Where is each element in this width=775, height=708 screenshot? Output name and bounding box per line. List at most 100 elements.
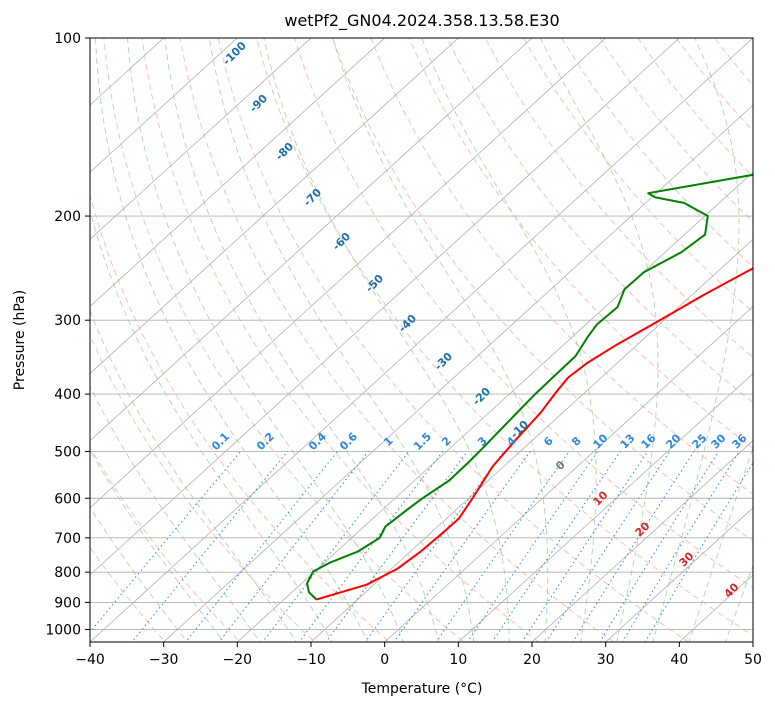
y-tick-label: 1000: [45, 622, 81, 638]
mixing-ratio-label: 36: [730, 431, 750, 451]
isotherm-line: [90, 38, 459, 375]
dry-adiabat-label: -20: [470, 385, 493, 408]
dry-adiabat-line: [637, 38, 753, 178]
moist-adiabat-line: [90, 208, 333, 642]
dry-adiabat-line: [523, 38, 753, 313]
dry-adiabat-label: -40: [396, 312, 419, 335]
dry-adiabat-label: -80: [273, 140, 296, 163]
x-tick-label: −10: [296, 652, 326, 668]
series-line: [316, 267, 753, 601]
dry-adiabat-line: [332, 38, 753, 542]
y-tick-label: 400: [54, 387, 81, 403]
y-tick-label: 300: [54, 313, 81, 329]
y-tick-label: 500: [54, 444, 81, 460]
x-tick-label: 10: [449, 652, 467, 668]
moist-adiabats: [90, 38, 753, 642]
isotherm-line: [752, 641, 753, 642]
isotherm-line: [457, 373, 753, 642]
dry-adiabat-label: -70: [301, 186, 324, 209]
moist-adiabat-line: [688, 445, 753, 642]
mixing-ratio-line: [218, 451, 369, 642]
isotherm-line: [90, 38, 753, 642]
mixing-ratio-label: 25: [690, 432, 710, 452]
mixing-ratio-label: 13: [618, 432, 638, 452]
mixing-ratio-line: [131, 451, 288, 642]
mixing-ratio-label: 30: [709, 431, 729, 451]
x-tick-label: −20: [223, 652, 253, 668]
isotherm-line: [90, 38, 607, 509]
mixing-ratio-line: [90, 451, 242, 633]
moist-adiabat-label: 0: [553, 458, 568, 473]
isotherm-line: [384, 305, 753, 642]
mixing-ratio-label: 0.2: [254, 430, 277, 453]
isotherm-line: [90, 38, 680, 576]
mixing-ratio-line: [545, 451, 671, 642]
dry-adiabat-line: [90, 193, 391, 642]
y-axis-label: Pressure (hPa): [12, 290, 28, 390]
moist-adiabat-line: [164, 38, 439, 642]
mixing-ratio-label: 1: [381, 434, 396, 449]
moist-adiabat-line: [95, 38, 369, 642]
dry-adiabat-line: [217, 38, 690, 642]
mixing-ratio-label: 0.6: [337, 430, 360, 453]
dry-adiabat-label: -30: [432, 350, 455, 373]
y-tick-label: 800: [54, 565, 81, 581]
isotherm-line: [90, 38, 312, 240]
mixing-ratio-label: 3: [475, 434, 490, 449]
moist-adiabat-line: [263, 38, 510, 642]
moist-adiabat-line: [421, 38, 597, 642]
series-group: [306, 173, 753, 601]
x-tick-label: −30: [149, 652, 179, 668]
isotherm-line: [90, 38, 533, 442]
mixing-ratio-line: [364, 451, 505, 642]
dry-adiabats: [90, 38, 753, 642]
y-tick-label: 900: [54, 595, 81, 611]
x-tick-label: −40: [75, 652, 105, 668]
dry-adiabat-line: [90, 334, 316, 642]
isotherm-line: [605, 507, 753, 642]
isotherm-line: [236, 171, 753, 642]
dry-adiabat-label: -60: [330, 230, 353, 253]
x-tick-label: 40: [670, 652, 688, 668]
line-labels: -100-90-80-70-60-50-40-30-20-100.1 0.2 0.4…: [209, 39, 750, 601]
dry-adiabat-line: [90, 446, 241, 642]
dry-adiabat-label: -100: [220, 39, 249, 68]
moist-adiabat-line: [90, 449, 225, 642]
dry-adiabat-line: [294, 38, 753, 589]
mixing-ratio-line: [393, 451, 531, 642]
isotherm-line: [90, 38, 238, 173]
mixing-ratio-line: [599, 451, 720, 642]
isotherm-line: [163, 104, 753, 642]
mixing-ratio-line: [644, 461, 753, 642]
isotherm-line: [310, 238, 753, 642]
isotherm-line: [90, 38, 386, 307]
mixing-ratio-lines: [90, 451, 753, 642]
dry-adiabat-line: [141, 38, 540, 642]
mixing-ratio-label: 1.5: [411, 430, 434, 453]
dry-adiabat-line: [713, 38, 753, 86]
x-axis-label: Temperature (°C): [361, 681, 483, 697]
isotherms: [90, 38, 753, 642]
mixing-ratio-line: [185, 451, 338, 642]
y-axis: 100 200 300 400 500 600 700 800 900 1000: [45, 31, 90, 638]
plot-frame: [89, 37, 754, 643]
mixing-ratio-label: 16: [639, 431, 659, 451]
moist-adiabat-line: [208, 38, 475, 642]
y-tick-label: 600: [54, 491, 81, 507]
mixing-ratio-line: [298, 451, 444, 642]
dry-adiabat-line: [370, 38, 753, 495]
moist-adiabat-label: 20: [633, 519, 653, 539]
mixing-ratio-label: 20: [664, 431, 684, 451]
moist-adiabat-line: [90, 309, 297, 642]
moist-adiabat-line: [725, 564, 753, 642]
dry-adiabat-line: [103, 38, 465, 642]
isotherm-line: [531, 440, 753, 642]
mixing-ratio-line: [521, 451, 649, 642]
dry-adiabat-line: [561, 38, 753, 268]
moist-adiabat-line: [127, 38, 404, 642]
y-tick-label: 100: [54, 31, 81, 47]
moist-adiabat-line: [90, 385, 261, 642]
mixing-ratio-line: [435, 451, 570, 642]
mixing-ratio-label: 6: [541, 434, 556, 449]
